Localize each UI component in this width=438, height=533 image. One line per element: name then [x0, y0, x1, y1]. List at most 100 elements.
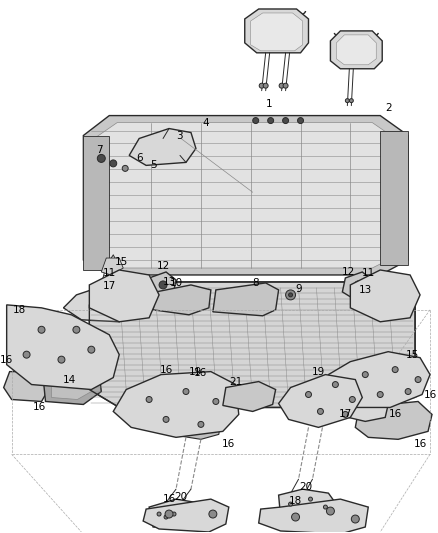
- Polygon shape: [101, 258, 123, 275]
- Circle shape: [163, 416, 169, 422]
- Circle shape: [97, 155, 105, 163]
- Circle shape: [350, 99, 353, 103]
- Polygon shape: [357, 276, 414, 318]
- Circle shape: [392, 367, 398, 373]
- Circle shape: [172, 512, 176, 516]
- Text: 15: 15: [115, 257, 128, 267]
- Circle shape: [146, 397, 152, 402]
- Circle shape: [405, 389, 411, 394]
- Text: 12: 12: [156, 261, 170, 271]
- Text: 11: 11: [362, 268, 375, 278]
- Polygon shape: [213, 283, 279, 316]
- Ellipse shape: [148, 138, 178, 159]
- Text: 16: 16: [389, 409, 402, 419]
- Polygon shape: [336, 35, 376, 65]
- Polygon shape: [380, 131, 408, 265]
- Text: 7: 7: [96, 146, 102, 156]
- Polygon shape: [129, 128, 196, 165]
- Circle shape: [318, 408, 323, 415]
- Text: 11: 11: [102, 268, 116, 278]
- Circle shape: [283, 83, 288, 88]
- Circle shape: [323, 505, 328, 509]
- Circle shape: [263, 83, 268, 88]
- Circle shape: [345, 99, 350, 103]
- Ellipse shape: [364, 286, 396, 314]
- Polygon shape: [146, 272, 176, 300]
- Circle shape: [183, 389, 189, 394]
- Circle shape: [377, 392, 383, 398]
- Polygon shape: [92, 123, 398, 268]
- Polygon shape: [259, 499, 368, 533]
- Circle shape: [332, 382, 339, 387]
- Text: 16: 16: [222, 439, 236, 449]
- Circle shape: [350, 397, 355, 402]
- Circle shape: [213, 399, 219, 405]
- Text: 19: 19: [189, 367, 202, 377]
- Circle shape: [198, 422, 204, 427]
- Circle shape: [362, 372, 368, 377]
- Circle shape: [326, 507, 334, 515]
- Text: 15: 15: [406, 350, 419, 360]
- Polygon shape: [223, 382, 276, 411]
- Circle shape: [38, 326, 45, 333]
- Polygon shape: [245, 9, 308, 53]
- Circle shape: [268, 118, 274, 124]
- Polygon shape: [153, 285, 211, 315]
- Ellipse shape: [107, 290, 131, 310]
- Polygon shape: [96, 276, 153, 318]
- Polygon shape: [334, 358, 424, 405]
- Circle shape: [286, 290, 296, 300]
- Polygon shape: [89, 282, 415, 407]
- Text: 8: 8: [252, 278, 259, 288]
- Ellipse shape: [103, 286, 135, 314]
- Text: 13: 13: [359, 285, 372, 295]
- Circle shape: [73, 326, 80, 333]
- Text: 12: 12: [342, 267, 355, 277]
- Text: 16: 16: [33, 402, 46, 413]
- Polygon shape: [7, 305, 119, 390]
- Polygon shape: [4, 372, 49, 401]
- Circle shape: [289, 293, 293, 297]
- Text: 16: 16: [194, 368, 208, 377]
- Circle shape: [253, 118, 259, 124]
- Polygon shape: [89, 270, 159, 322]
- Circle shape: [209, 510, 217, 518]
- Polygon shape: [52, 372, 92, 400]
- Polygon shape: [348, 400, 388, 422]
- Circle shape: [164, 515, 168, 519]
- Circle shape: [165, 510, 173, 518]
- Text: 4: 4: [203, 118, 209, 127]
- Polygon shape: [330, 31, 382, 69]
- Circle shape: [292, 513, 300, 521]
- Text: 17: 17: [102, 281, 116, 291]
- Polygon shape: [119, 379, 231, 431]
- Circle shape: [306, 392, 311, 398]
- Polygon shape: [43, 368, 101, 405]
- Text: 2: 2: [385, 103, 392, 112]
- Polygon shape: [328, 352, 430, 407]
- Polygon shape: [113, 372, 239, 438]
- Polygon shape: [83, 135, 109, 270]
- Circle shape: [157, 512, 161, 516]
- Circle shape: [283, 118, 289, 124]
- Polygon shape: [64, 285, 131, 322]
- Polygon shape: [251, 13, 303, 51]
- Circle shape: [88, 346, 95, 353]
- Text: 16: 16: [162, 494, 176, 504]
- Polygon shape: [279, 489, 339, 519]
- Text: 16: 16: [413, 439, 427, 449]
- Text: 21: 21: [229, 376, 242, 386]
- Circle shape: [159, 281, 167, 289]
- Text: 16: 16: [159, 365, 173, 375]
- Circle shape: [23, 351, 30, 358]
- Text: 13: 13: [162, 277, 176, 287]
- Circle shape: [354, 281, 362, 289]
- Text: 20: 20: [299, 482, 312, 492]
- Polygon shape: [285, 382, 357, 423]
- Circle shape: [415, 377, 421, 383]
- Circle shape: [297, 118, 304, 124]
- Circle shape: [343, 411, 348, 417]
- Text: 19: 19: [312, 367, 325, 377]
- Circle shape: [259, 83, 264, 88]
- Circle shape: [279, 83, 284, 88]
